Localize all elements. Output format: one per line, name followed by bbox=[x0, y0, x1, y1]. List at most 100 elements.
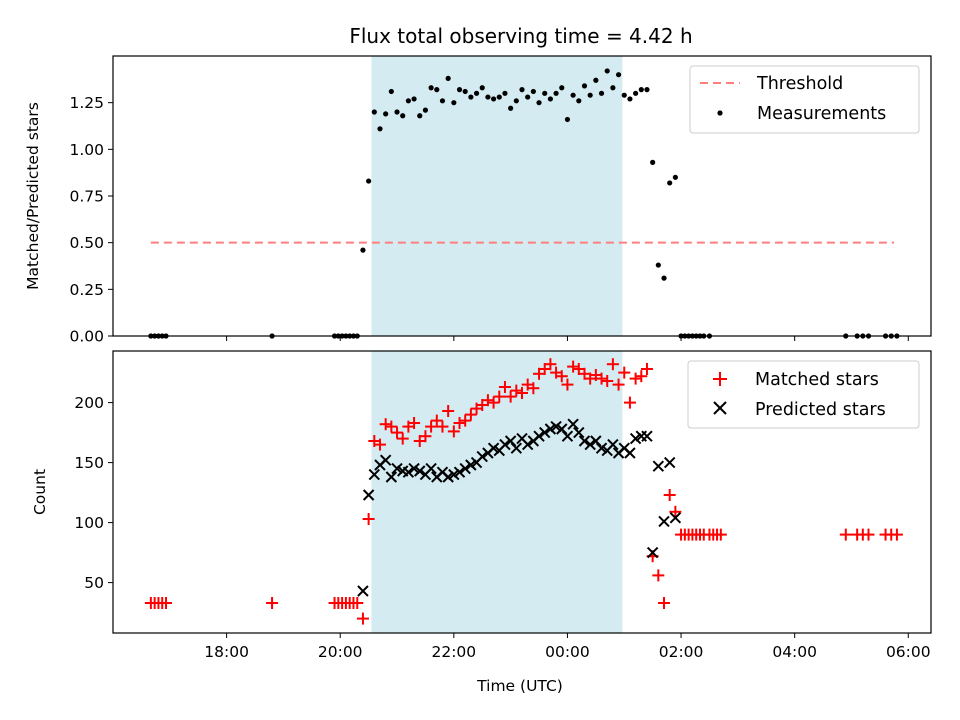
top-y-axis-label: Matched/Predicted stars bbox=[24, 102, 42, 290]
bottom-panel: 50 100 150 200 18:00 20:00 22:00 00:00 02:00 04:… bbox=[31, 350, 932, 695]
measurement-point bbox=[661, 275, 667, 281]
predicted-star-point bbox=[646, 546, 659, 559]
measurement-point bbox=[604, 68, 610, 74]
matched-star-point bbox=[430, 414, 443, 427]
matched-star-point bbox=[266, 597, 279, 609]
measurement-point bbox=[530, 88, 536, 95]
y-tick-label: 100 bbox=[74, 514, 104, 532]
measurement-point bbox=[610, 85, 616, 91]
bottom-observing-window bbox=[371, 351, 623, 633]
predicted-star-point bbox=[584, 438, 596, 451]
bottom-legend-box bbox=[687, 360, 920, 429]
matched-star-point bbox=[464, 408, 477, 421]
matched-star-point bbox=[561, 378, 574, 391]
predicted-star-point bbox=[453, 466, 466, 478]
y-tick-label: 0.75 bbox=[69, 188, 104, 206]
x-tick-label: 20:00 bbox=[318, 643, 363, 661]
predicted-star-point bbox=[641, 430, 653, 442]
top-panel: 0.00 0.25 0.50 0.75 1.00 1.25 Matched/Predict… bbox=[24, 55, 932, 346]
predicted-star-point bbox=[385, 471, 398, 483]
predicted-star-point bbox=[567, 418, 579, 430]
matched-star-point bbox=[555, 370, 568, 383]
matched-star-point bbox=[612, 378, 625, 391]
predicted-star-point bbox=[476, 450, 488, 463]
legend-matched-swatch bbox=[713, 372, 727, 386]
matched-star-point bbox=[510, 384, 523, 397]
top-y-ticks: 0.00 0.25 0.50 0.75 1.00 1.25 bbox=[69, 94, 113, 346]
predicted-star-point bbox=[590, 435, 602, 447]
matched-star-point bbox=[351, 597, 364, 609]
matched-star-point bbox=[459, 414, 472, 427]
measurement-point bbox=[553, 90, 559, 96]
matched-star-point bbox=[606, 358, 619, 371]
top-x-ticks bbox=[226, 336, 909, 341]
measurement-point bbox=[502, 90, 508, 96]
matched-star-point bbox=[498, 381, 511, 393]
matched-star-point bbox=[442, 405, 455, 417]
matched-star-point bbox=[890, 528, 903, 541]
measurement-point bbox=[570, 92, 576, 98]
measurement-point bbox=[513, 98, 519, 104]
x-axis-label: Time (UTC) bbox=[476, 677, 563, 695]
y-tick-label: 200 bbox=[74, 394, 104, 412]
measurement-point bbox=[525, 94, 531, 100]
bottom-y-axis-label: Count bbox=[31, 469, 49, 515]
matched-star-point bbox=[618, 366, 631, 379]
bottom-axes-frame bbox=[112, 350, 932, 634]
matched-star-point bbox=[663, 489, 676, 501]
y-tick-label: 1.25 bbox=[69, 94, 104, 112]
measurement-point bbox=[468, 94, 474, 100]
measurement-point bbox=[633, 90, 639, 96]
measurements-points bbox=[148, 68, 900, 339]
measurement-point bbox=[496, 94, 502, 100]
matched-star-point bbox=[714, 528, 727, 541]
predicted-star-point bbox=[539, 426, 551, 439]
measurement-point bbox=[456, 87, 463, 93]
measurement-point bbox=[587, 92, 593, 98]
predicted-star-point bbox=[652, 460, 665, 472]
predicted-star-point bbox=[499, 438, 511, 451]
measurement-point bbox=[576, 98, 582, 104]
predicted-star-point bbox=[510, 442, 523, 454]
y-tick-label: 1.00 bbox=[69, 141, 104, 159]
matched-star-point bbox=[595, 372, 608, 385]
matched-star-point bbox=[408, 417, 421, 429]
measurement-point bbox=[644, 87, 650, 93]
predicted-star-point bbox=[663, 456, 676, 469]
legend-measurements-label: Measurements bbox=[757, 104, 886, 124]
predicted-star-point bbox=[533, 430, 545, 442]
matched-star-point bbox=[544, 358, 557, 371]
matched-star-point bbox=[567, 360, 580, 373]
measurement-point bbox=[451, 100, 457, 106]
x-tick-label: 02:00 bbox=[659, 643, 704, 661]
matched-star-point bbox=[516, 387, 528, 399]
matched-star-point bbox=[379, 418, 392, 431]
measurement-point bbox=[621, 92, 627, 98]
bottom-legend: Matched stars Predicted stars bbox=[687, 360, 920, 429]
bottom-x-ticks: 18:00 20:00 22:00 00:00 02:00 04:00 06:00 bbox=[204, 633, 931, 661]
measurement-point bbox=[462, 88, 468, 95]
predicted-star-point bbox=[362, 489, 375, 501]
matched-star-point bbox=[623, 396, 636, 409]
predicted-star-point bbox=[504, 435, 517, 447]
y-tick-label: 150 bbox=[74, 454, 104, 472]
measurement-point bbox=[473, 90, 480, 96]
chart-title: Flux total observing time = 4.42 h bbox=[349, 24, 692, 48]
measurement-point bbox=[400, 113, 406, 119]
measurement-point bbox=[417, 113, 423, 119]
matched-star-point bbox=[419, 430, 432, 443]
measurement-point bbox=[564, 116, 571, 123]
measurement-point bbox=[394, 109, 400, 115]
predicted-star-point bbox=[556, 423, 568, 435]
measurement-point bbox=[508, 105, 514, 111]
measurement-point bbox=[667, 180, 673, 186]
measurement-point bbox=[383, 111, 389, 117]
matched-star-point bbox=[160, 597, 173, 609]
predicted-star-point bbox=[414, 465, 426, 477]
measurement-point bbox=[411, 96, 417, 102]
legend-measurements-swatch bbox=[717, 110, 723, 116]
matched-star-point bbox=[839, 528, 852, 541]
predicted-star-point bbox=[459, 462, 471, 475]
predicted-star-point bbox=[578, 435, 591, 447]
